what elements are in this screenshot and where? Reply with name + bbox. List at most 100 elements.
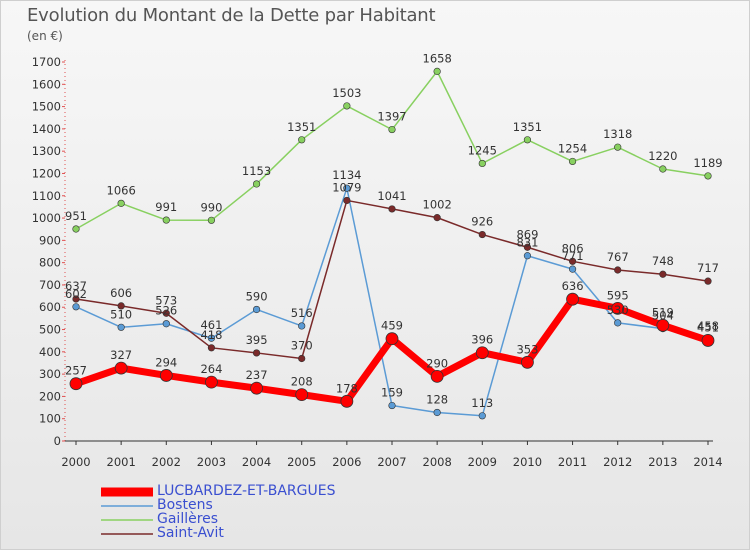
data-point [656,318,670,332]
y-tick-label: 0 [54,434,61,448]
data-label: 526 [155,304,177,318]
y-tick-label: 900 [39,233,61,247]
chart-unit: (en €) [27,29,63,43]
data-label: 717 [697,261,719,275]
data-point [568,157,577,166]
data-label: 459 [381,319,403,333]
data-label: 1041 [377,189,406,203]
data-point [433,408,441,417]
data-label: 370 [291,339,313,353]
data-label: 327 [110,348,132,362]
data-label: 395 [246,333,268,347]
data-point [521,355,534,369]
data-label: 530 [607,303,629,317]
y-tick-label: 800 [39,256,61,270]
data-label: 1318 [603,127,632,141]
data-point [117,302,125,310]
data-point [159,369,173,382]
legend-swatch [101,505,153,507]
data-point [117,323,125,331]
data-point [207,344,216,352]
data-point [659,270,667,278]
legend-swatch [101,487,153,497]
data-label: 504 [652,309,674,323]
data-point [114,361,128,375]
data-point [388,401,396,410]
x-tick-label: 2009 [468,455,497,469]
data-point [72,225,80,233]
x-tick-label: 2008 [423,455,452,469]
y-tick-label: 1000 [32,211,61,225]
chart-title: Evolution du Montant de la Dette par Hab… [27,5,436,26]
data-label: 159 [381,386,403,400]
x-tick-label: 2000 [61,455,90,469]
data-label: 637 [65,279,87,293]
data-label: 257 [65,364,87,378]
data-point [252,349,261,357]
x-tick-label: 2007 [377,455,406,469]
x-tick-label: 2003 [197,455,226,469]
series-lucbardez-et-bargues [69,292,715,408]
legend-swatch-bar [101,533,153,535]
data-point [385,332,399,346]
data-label: 294 [155,355,177,369]
y-tick-label: 1700 [32,55,61,69]
data-label: 1397 [377,110,406,124]
data-label: 1002 [423,198,452,212]
data-label: 869 [516,227,538,241]
data-label: 113 [471,396,493,410]
data-label: 636 [562,279,584,293]
legend-swatch-bar [101,505,153,507]
data-label: 806 [562,241,584,255]
data-label: 1658 [423,51,452,65]
data-point [252,180,261,188]
data-label: 264 [200,362,222,376]
data-label: 926 [471,215,493,229]
data-label: 590 [246,289,268,303]
data-label: 1245 [468,143,497,157]
x-tick-label: 2013 [648,455,677,469]
data-label: 396 [471,333,493,347]
data-label: 128 [426,392,448,406]
data-label: 1066 [107,183,136,197]
data-point [701,334,715,347]
data-point [614,143,622,151]
data-label: 1254 [558,141,587,155]
x-tick-label: 2004 [242,455,271,469]
data-point [388,205,396,213]
data-point [162,320,170,328]
data-label: 748 [652,254,674,268]
data-label: 1220 [648,149,677,163]
data-label: 208 [291,375,313,389]
data-label: 353 [516,342,538,356]
data-point [298,322,306,330]
legend-label: Gaillères [157,511,219,527]
data-point [611,301,625,315]
y-tick-label: 300 [39,367,61,381]
data-label: 461 [200,318,222,332]
data-point [704,277,712,285]
y-tick-label: 1400 [32,122,61,136]
data-label: 516 [291,306,313,320]
data-point [295,388,309,402]
data-label: 1503 [332,86,361,100]
data-point [69,377,83,391]
data-point [252,305,261,314]
data-label: 237 [246,368,268,382]
x-tick-label: 2010 [513,455,542,469]
data-label: 990 [200,200,222,214]
data-point [430,369,444,383]
data-point [433,67,441,75]
data-label: 573 [155,293,177,307]
data-label: 951 [65,209,87,223]
data-point [207,216,216,224]
x-tick-label: 2006 [332,455,361,469]
data-label: 418 [200,328,222,342]
y-tick-label: 1300 [32,144,61,158]
data-point [205,375,218,389]
data-label: 290 [426,356,448,370]
data-label: 519 [652,305,674,319]
y-tick-label: 500 [39,323,61,337]
data-point [298,136,306,144]
